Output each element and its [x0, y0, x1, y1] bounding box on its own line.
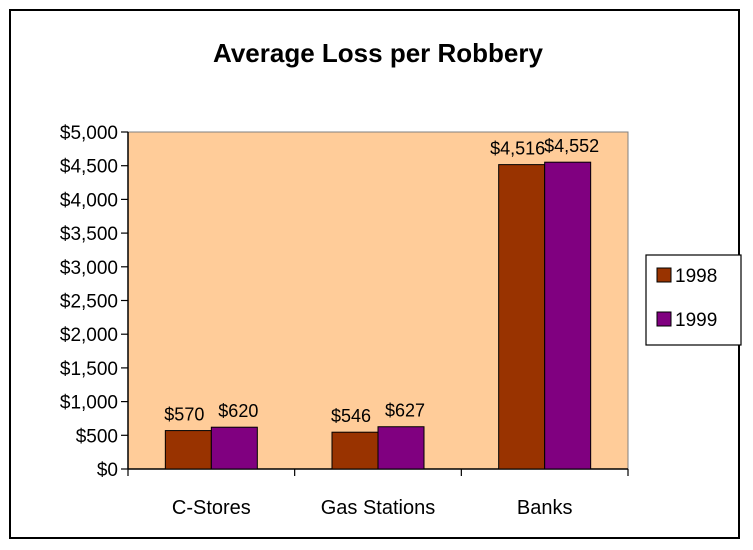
- data-label: $4,552: [544, 136, 599, 156]
- x-category-label: Banks: [517, 497, 573, 519]
- bars: [164, 161, 592, 470]
- y-tick-label: $0: [97, 460, 118, 481]
- data-label: $4,516: [490, 139, 545, 159]
- x-axis: C-Stores Gas Stations Banks: [127, 468, 629, 519]
- legend-swatch-1998: [656, 267, 672, 283]
- bar-1999-c-stores: [210, 426, 258, 470]
- y-tick-label: $5,000: [60, 123, 118, 144]
- y-tick-label: $4,000: [60, 190, 118, 211]
- data-label: $570: [164, 405, 204, 425]
- bar-1998-gas-stations: [331, 431, 379, 470]
- legend-swatch-1999: [656, 311, 672, 327]
- y-tick-label: $3,000: [60, 258, 118, 279]
- x-category-label: C-Stores: [172, 497, 251, 519]
- y-tick-label: $2,000: [60, 325, 118, 346]
- y-tick-label: $500: [76, 426, 118, 447]
- data-label: $546: [331, 406, 371, 426]
- bar-1999-banks: [544, 161, 592, 470]
- chart-title: Average Loss per Robbery: [213, 38, 543, 68]
- legend: 1998 1999: [645, 254, 742, 346]
- bar-1998-c-stores: [164, 430, 212, 470]
- y-tick-label: $3,500: [60, 224, 118, 245]
- legend-label-1998: 1998: [675, 266, 717, 287]
- y-axis: $0 $500 $1,000 $1,500 $2,000 $2,500 $3,000 $3,5…: [60, 123, 129, 481]
- bar-1998-banks: [498, 164, 546, 470]
- y-tick-label: $2,500: [60, 292, 118, 313]
- data-label: $620: [218, 401, 258, 421]
- x-category-label: Gas Stations: [321, 497, 436, 519]
- data-label: $627: [385, 401, 425, 421]
- legend-label-1999: 1999: [675, 310, 717, 331]
- y-tick-label: $4,500: [60, 157, 118, 178]
- bar-1999-gas-stations: [377, 426, 425, 470]
- y-tick-label: $1,500: [60, 359, 118, 380]
- data-labels: $570 $620 $546 $627 $4,516$4,552: [164, 136, 599, 426]
- y-tick-label: $1,000: [60, 393, 118, 414]
